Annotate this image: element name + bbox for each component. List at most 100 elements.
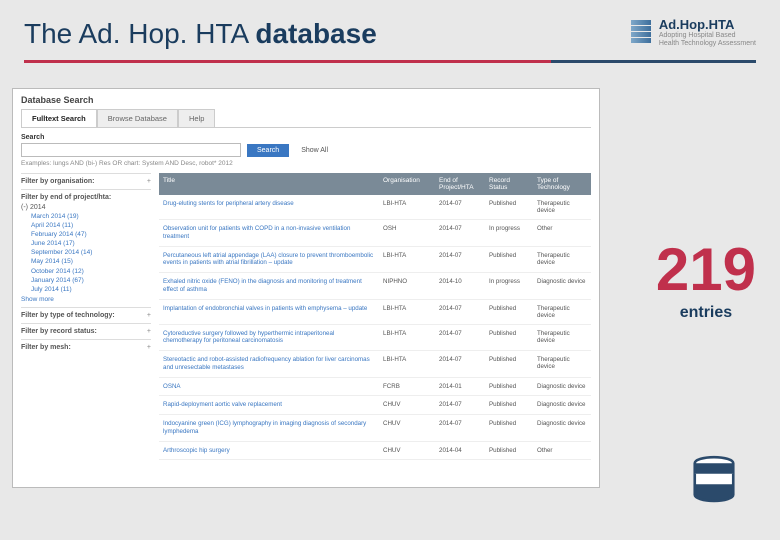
cell-type: Therapeutic device [533, 325, 591, 351]
cell-type: Diagnostic device [533, 396, 591, 414]
table-row[interactable]: Indocyanine green (ICG) lymphography in … [159, 415, 591, 442]
cell-title[interactable]: Indocyanine green (ICG) lymphography in … [159, 415, 379, 441]
cell-end: 2014-10 [435, 273, 485, 299]
cell-title[interactable]: Arthroscopic hip surgery [159, 442, 379, 460]
cell-end: 2014-01 [435, 378, 485, 396]
cell-status: Published [485, 415, 533, 441]
cell-title[interactable]: Stereotactic and robot-assisted radiofre… [159, 351, 379, 377]
table-row[interactable]: OSNAFCRB2014-01PublishedDiagnostic devic… [159, 378, 591, 397]
filter-month-item[interactable]: January 2014 (67) [31, 276, 151, 285]
cell-end: 2014-07 [435, 396, 485, 414]
cell-org: CHUV [379, 396, 435, 414]
cell-status: Published [485, 195, 533, 219]
filter-month-item[interactable]: July 2014 (11) [31, 285, 151, 294]
table-row[interactable]: Exhaled nitric oxide (FENO) in the diagn… [159, 273, 591, 300]
results-table: Title Organisation End of Project/HTA Re… [159, 173, 591, 460]
cell-title[interactable]: Rapid-deployment aortic valve replacemen… [159, 396, 379, 414]
database-screenshot: Database Search Fulltext Search Browse D… [12, 88, 600, 488]
filter-month-item[interactable]: October 2014 (12) [31, 267, 151, 276]
cell-status: Published [485, 442, 533, 460]
filter-month-item[interactable]: April 2014 (11) [31, 221, 151, 230]
search-label: Search [21, 134, 591, 141]
col-title: Title [159, 173, 379, 195]
cell-org: NIPHNO [379, 273, 435, 299]
table-row[interactable]: Rapid-deployment aortic valve replacemen… [159, 396, 591, 415]
expand-icon[interactable]: + [147, 344, 151, 351]
cell-type: Other [533, 220, 591, 246]
cell-status: Published [485, 378, 533, 396]
cell-status: Published [485, 351, 533, 377]
cell-end: 2014-07 [435, 351, 485, 377]
count-number: 219 [656, 240, 756, 300]
tab-help[interactable]: Help [178, 109, 215, 127]
cell-org: CHUV [379, 415, 435, 441]
cell-type: Diagnostic device [533, 273, 591, 299]
col-end: End of Project/HTA [435, 173, 485, 195]
show-more-link[interactable]: Show more [21, 296, 151, 303]
table-row[interactable]: Observation unit for patients with COPD … [159, 220, 591, 247]
title-pre: The Ad. Hop. HTA [24, 18, 255, 49]
search-input[interactable] [21, 143, 241, 157]
cell-status: Published [485, 325, 533, 351]
cell-end: 2014-04 [435, 442, 485, 460]
filter-mesh-label: Filter by mesh: [21, 344, 71, 351]
expand-icon[interactable]: + [147, 178, 151, 185]
cell-title[interactable]: Exhaled nitric oxide (FENO) in the diagn… [159, 273, 379, 299]
cell-end: 2014-07 [435, 220, 485, 246]
cell-org: OSH [379, 220, 435, 246]
table-row[interactable]: Implantation of endobronchial valves in … [159, 300, 591, 325]
entry-count: 219 entries [656, 240, 756, 322]
cell-type: Therapeutic device [533, 195, 591, 219]
cell-org: LBI-HTA [379, 247, 435, 273]
show-all-link[interactable]: Show All [295, 144, 334, 157]
filter-month-item[interactable]: June 2014 (17) [31, 239, 151, 248]
database-icon [686, 451, 742, 512]
cell-org: FCRB [379, 378, 435, 396]
tab-browse[interactable]: Browse Database [97, 109, 178, 127]
cell-end: 2014-07 [435, 300, 485, 324]
filter-sidebar: Filter by organisation:+ Filter by end o… [21, 173, 151, 460]
cell-title[interactable]: OSNA [159, 378, 379, 396]
table-row[interactable]: Percutaneous left atrial appendage (LAA)… [159, 247, 591, 274]
filter-month-item[interactable]: February 2014 (47) [31, 230, 151, 239]
filter-tech-label: Filter by type of technology: [21, 312, 115, 319]
filter-year-label: Filter by end of project/hta: [21, 194, 111, 201]
logo-mark-icon [631, 20, 651, 43]
cell-title[interactable]: Observation unit for patients with COPD … [159, 220, 379, 246]
expand-icon[interactable]: + [147, 328, 151, 335]
filter-month-item[interactable]: May 2014 (15) [31, 257, 151, 266]
col-status: Record Status [485, 173, 533, 195]
search-example: Examples: lungs AND (bi-) Res OR chart: … [21, 160, 591, 167]
table-row[interactable]: Drug-eluting stents for peripheral arter… [159, 195, 591, 220]
logo: Ad.Hop.HTA Adopting Hospital Based Healt… [631, 18, 756, 48]
filter-year-root[interactable]: (-) 2014 [21, 204, 151, 211]
cell-end: 2014-07 [435, 415, 485, 441]
logo-sub1: Adopting Hospital Based [659, 32, 756, 40]
logo-main: Ad.Hop.HTA [659, 18, 756, 32]
tab-fulltext[interactable]: Fulltext Search [21, 109, 97, 127]
cell-status: Published [485, 396, 533, 414]
cell-org: LBI-HTA [379, 325, 435, 351]
table-row[interactable]: Arthroscopic hip surgeryCHUV2014-04Publi… [159, 442, 591, 461]
logo-sub2: Health Technology Assessment [659, 40, 756, 48]
db-tabs: Fulltext Search Browse Database Help [21, 109, 591, 128]
expand-icon[interactable]: + [147, 312, 151, 319]
filter-month-item[interactable]: March 2014 (19) [31, 212, 151, 221]
cell-title[interactable]: Percutaneous left atrial appendage (LAA)… [159, 247, 379, 273]
cell-status: Published [485, 300, 533, 324]
cell-title[interactable]: Cytoreductive surgery followed by hypert… [159, 325, 379, 351]
cell-type: Therapeutic device [533, 351, 591, 377]
header-divider [24, 60, 756, 63]
cell-status: In progress [485, 273, 533, 299]
filter-record-label: Filter by record status: [21, 328, 97, 335]
table-row[interactable]: Stereotactic and robot-assisted radiofre… [159, 351, 591, 378]
cell-type: Therapeutic device [533, 300, 591, 324]
cell-title[interactable]: Drug-eluting stents for peripheral arter… [159, 195, 379, 219]
table-row[interactable]: Cytoreductive surgery followed by hypert… [159, 325, 591, 352]
filter-month-item[interactable]: September 2014 (14) [31, 248, 151, 257]
cell-end: 2014-07 [435, 325, 485, 351]
search-button[interactable]: Search [247, 144, 289, 157]
count-label: entries [656, 304, 756, 322]
slide-title: The Ad. Hop. HTA database [24, 18, 377, 50]
cell-title[interactable]: Implantation of endobronchial valves in … [159, 300, 379, 324]
